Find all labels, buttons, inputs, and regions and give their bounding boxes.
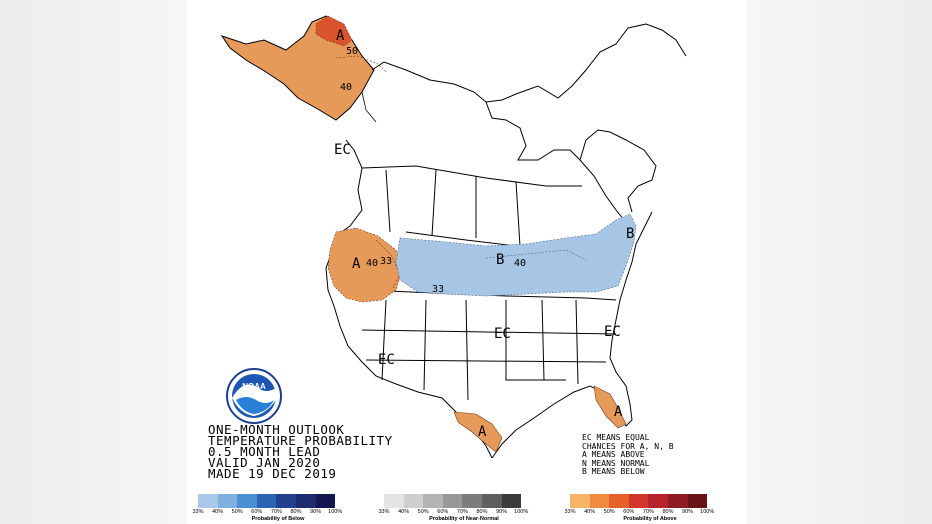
scale-tick-label: 60%: [623, 509, 635, 515]
scale-tick-label: 100%: [328, 509, 343, 515]
scale-swatch: [384, 494, 404, 508]
legend-line-4: N MEANS NORMAL: [582, 458, 650, 468]
scale-swatch: [295, 494, 316, 508]
alaska-region: [220, 15, 387, 123]
outlook-title-block: ONE-MONTH OUTLOOK TEMPERATURE PROBABILIT…: [208, 422, 393, 481]
scale-swatch: [237, 494, 257, 508]
scale-tick-label: 90%: [496, 509, 508, 515]
scale-tick-label: 50%: [231, 509, 243, 515]
label-alaska-40: 40: [340, 82, 352, 93]
title-line-2: TEMPERATURE PROBABILITY: [208, 433, 393, 448]
scale-swatch: [609, 494, 629, 508]
scale-swatch: [198, 494, 218, 508]
scale-swatch: [687, 494, 708, 508]
north-america-map: A 50 40 EC A 40 33 B 40 33 B EC EC EC A …: [220, 15, 687, 459]
scale-tick-label: 70%: [456, 509, 468, 515]
scale-below-ticks: 33% 40% 50% 60% 70% 80% 90% 100%: [192, 508, 358, 516]
label-ec-southwest: EC: [378, 352, 395, 368]
scale-tick-label: 50%: [603, 509, 615, 515]
label-north-33: 33: [432, 284, 444, 295]
scale-swatch: [570, 494, 590, 508]
scale-tick-label: 80%: [662, 509, 674, 515]
scale-swatch: [315, 494, 336, 508]
scale-tick-label: 90%: [310, 509, 322, 515]
legend-line-3: A MEANS ABOVE: [582, 450, 645, 459]
scale-tick-label: 40%: [398, 509, 410, 515]
title-line-3: 0.5 MONTH LEAD: [208, 444, 321, 459]
scale-tick-label: 70%: [270, 509, 282, 515]
scale-swatch: [628, 494, 649, 508]
label-north-b: B: [496, 252, 504, 268]
scale-near-normal-caption: Probability of Near-Normal: [429, 516, 499, 522]
scale-tick-label: 80%: [290, 509, 302, 515]
label-pnw-40: 40: [366, 258, 378, 269]
scale-swatch: [501, 494, 522, 508]
scale-tick-label: 50%: [417, 509, 429, 515]
label-pnw-33: 33: [380, 256, 392, 267]
pacific-northwest-region: [327, 227, 403, 303]
scale-tick-label: 80%: [476, 509, 488, 515]
scale-tick-label: 33%: [192, 509, 204, 515]
scale-swatch: [648, 494, 668, 508]
outlook-map-panel: A 50 40 EC A 40 33 B 40 33 B EC EC EC A …: [186, 0, 746, 524]
scale-tick-label: 100%: [700, 509, 715, 515]
scale-below: 33% 40% 50% 60% 70% 80% 90% 100% Probability of…: [192, 494, 358, 524]
title-line-1: ONE-MONTH OUTLOOK: [208, 422, 345, 437]
scale-above-caption: Probability of Above: [623, 516, 677, 522]
scale-tick-label: 60%: [251, 509, 263, 515]
scale-swatch: [667, 494, 688, 508]
right-background: [746, 0, 932, 524]
scale-swatch: [442, 494, 463, 508]
label-texas-a: A: [478, 424, 487, 440]
label-north-40: 40: [514, 258, 526, 269]
scale-below-bar: [198, 494, 358, 508]
left-background: [0, 0, 186, 524]
scale-tick-label: 40%: [584, 509, 596, 515]
label-pnw-a: A: [352, 256, 361, 272]
legend-explanation: EC MEANS EQUAL CHANCES FOR A, N, B A MEA…: [582, 433, 674, 477]
scale-tick-label: 100%: [514, 509, 529, 515]
scale-near-normal: 33% 40% 50% 60% 70% 80% 90% 100% Probability of…: [378, 494, 544, 524]
scale-tick-label: 40%: [212, 509, 224, 515]
scale-tick-label: 33%: [378, 509, 390, 515]
scale-swatch: [276, 494, 296, 508]
texas-region: [453, 411, 503, 453]
scale-swatch: [462, 494, 482, 508]
scale-swatch: [423, 494, 443, 508]
scale-tick-label: 90%: [682, 509, 694, 515]
scale-below-caption: Probability of Below: [251, 516, 305, 522]
label-florida-a: A: [614, 404, 623, 420]
label-alaska-50: 50: [346, 46, 358, 57]
label-ec-central: EC: [494, 326, 511, 342]
scale-tick-label: 33%: [564, 509, 576, 515]
label-ec-northwest: EC: [334, 142, 351, 158]
noaa-logo-text: NOAA: [242, 382, 266, 391]
scale-above-bar: [570, 494, 730, 508]
label-ec-east: EC: [604, 324, 621, 340]
noaa-logo: NOAA: [226, 368, 282, 424]
northern-tier-region: [395, 213, 637, 297]
scale-tick-label: 60%: [437, 509, 449, 515]
scale-swatch: [217, 494, 238, 508]
title-line-5: MADE 19 DEC 2019: [208, 466, 337, 481]
scale-near-normal-ticks: 33% 40% 50% 60% 70% 80% 90% 100%: [378, 508, 544, 516]
scale-above: 33% 40% 50% 60% 70% 80% 90% 100% Probability of…: [564, 494, 730, 524]
scale-near-normal-bar: [384, 494, 544, 508]
scale-swatch: [403, 494, 424, 508]
legend-line-1: EC MEANS EQUAL: [582, 433, 650, 442]
legend-line-2: CHANCES FOR A, N, B: [582, 441, 674, 451]
label-northeast-b: B: [626, 226, 634, 242]
label-alaska-a: A: [336, 28, 345, 44]
scale-swatch: [589, 494, 610, 508]
legend-line-5: B MEANS BELOW: [582, 467, 645, 476]
scale-swatch: [481, 494, 502, 508]
florida-region: [593, 385, 627, 429]
scale-above-ticks: 33% 40% 50% 60% 70% 80% 90% 100%: [564, 508, 730, 516]
scale-tick-label: 70%: [642, 509, 654, 515]
scale-swatch: [256, 494, 277, 508]
title-line-4: VALID JAN 2020: [208, 455, 321, 470]
